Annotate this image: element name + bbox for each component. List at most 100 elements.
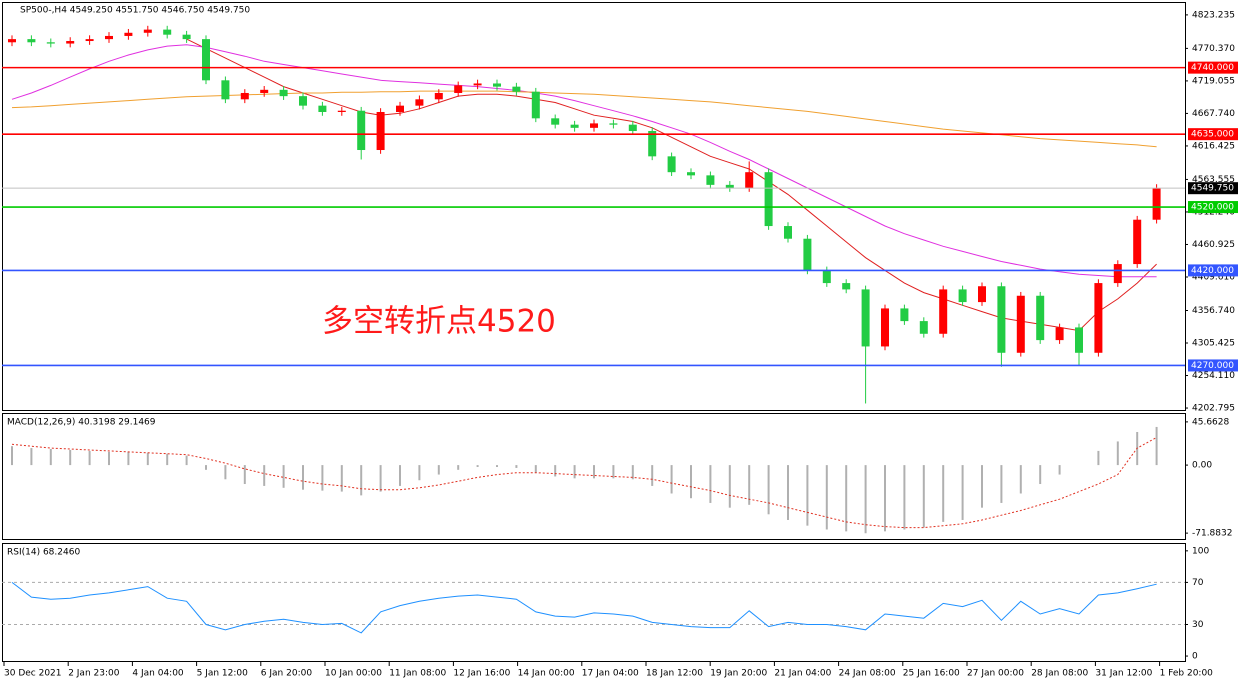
x-tick-label: 31 Jan 12:00 xyxy=(1095,669,1152,679)
candle-body xyxy=(1094,283,1103,353)
x-tick-label: 25 Jan 16:00 xyxy=(903,669,960,679)
candle-body xyxy=(900,308,909,322)
candle-body xyxy=(260,89,269,93)
candle-body xyxy=(1036,295,1045,341)
candle-body xyxy=(687,172,695,176)
x-tick-label: 18 Jan 12:00 xyxy=(646,669,703,679)
candle-body xyxy=(454,85,463,93)
y-tick-label: 4409.610 xyxy=(1192,272,1235,282)
y-tick-label: 0.00 xyxy=(1192,461,1212,471)
candle-body xyxy=(85,39,94,42)
candle-body xyxy=(376,111,385,151)
candle-body xyxy=(745,172,754,189)
level-label-box xyxy=(1188,61,1238,74)
level-label-box xyxy=(1188,359,1238,372)
x-tick-label: 27 Jan 00:00 xyxy=(967,669,1024,679)
candle-body xyxy=(279,89,288,97)
x-tick-label: 28 Jan 08:00 xyxy=(1031,669,1088,679)
level-label-box xyxy=(1188,128,1238,141)
candle-body xyxy=(27,39,36,43)
x-tick-label: 10 Jan 00:00 xyxy=(325,669,382,679)
candle-body xyxy=(143,29,152,33)
x-tick-label: 17 Jan 04:00 xyxy=(582,669,639,679)
level-label-box xyxy=(1188,201,1238,214)
x-tick-label: 19 Jan 20:00 xyxy=(710,669,767,679)
candle-body xyxy=(570,124,579,128)
candle-body xyxy=(105,35,113,40)
candle-body xyxy=(1075,327,1083,353)
candle-body xyxy=(764,172,773,227)
candle-body xyxy=(667,156,676,173)
candle-body xyxy=(299,96,307,106)
moving-average xyxy=(186,38,1157,332)
candle-body xyxy=(725,184,734,189)
level-label-box xyxy=(1188,182,1238,195)
level-label: 4420.000 xyxy=(1191,266,1234,276)
candle-body xyxy=(997,286,1006,353)
candle-body xyxy=(512,86,521,92)
candle-body xyxy=(861,289,870,347)
x-tick-label: 14 Jan 00:00 xyxy=(518,669,575,679)
candle-body xyxy=(803,238,812,271)
candle-body xyxy=(842,283,851,290)
candle-body xyxy=(1016,295,1025,353)
macd-signal xyxy=(11,437,1157,529)
candle-body xyxy=(182,34,191,40)
y-tick-label: 4254.110 xyxy=(1192,371,1235,381)
candle-body xyxy=(648,130,657,157)
x-tick-label: 21 Jan 04:00 xyxy=(774,669,831,679)
candle-body xyxy=(163,29,172,35)
candle-body xyxy=(978,286,986,303)
x-tick-label: 12 Jan 16:00 xyxy=(453,669,510,679)
candle-body xyxy=(337,110,346,112)
level-label-box xyxy=(1188,264,1238,277)
x-tick-label: 24 Jan 08:00 xyxy=(839,669,896,679)
level-label: 4549.750 xyxy=(1191,184,1234,194)
chart-title: SP500-,H4 4549.250 4551.750 4546.750 454… xyxy=(20,6,250,16)
candle-body xyxy=(221,80,230,100)
candle-body xyxy=(1133,219,1142,265)
candle-body xyxy=(493,83,501,87)
candle-body xyxy=(939,289,948,334)
candle-body xyxy=(202,39,210,81)
y-tick-label: 70 xyxy=(1192,578,1204,588)
y-tick-label: 4823.235 xyxy=(1192,10,1235,20)
candle-body xyxy=(919,321,928,334)
y-tick-label: 45.6628 xyxy=(1192,417,1229,427)
candle-body xyxy=(1152,188,1161,220)
candle-body xyxy=(958,289,967,303)
rsi-line xyxy=(11,582,1157,634)
candle-body xyxy=(8,39,16,43)
y-tick-label: 4616.425 xyxy=(1192,141,1235,151)
candle-body xyxy=(66,41,75,44)
level-label: 4740.000 xyxy=(1191,63,1234,73)
x-tick-label: 1 Feb 20:00 xyxy=(1160,669,1214,679)
y-tick-label: 4563.555 xyxy=(1192,175,1235,185)
candle-body xyxy=(609,123,618,125)
y-tick-label: -71.8832 xyxy=(1192,529,1232,539)
y-tick-label: 100 xyxy=(1192,546,1209,556)
y-tick-label: 4460.925 xyxy=(1192,240,1235,250)
rsi-title: RSI(14) 68.2460 xyxy=(7,548,80,558)
candle-body xyxy=(531,91,540,119)
y-tick-label: 4667.740 xyxy=(1192,109,1235,119)
candle-body xyxy=(551,118,560,125)
annotation: 多空转折点4520 xyxy=(322,304,556,340)
macd-title: MACD(12,26,9) 40.3198 29.1469 xyxy=(7,418,156,428)
candle-body xyxy=(1055,327,1064,341)
y-tick-label: 4356.740 xyxy=(1192,306,1235,316)
candle-body xyxy=(434,92,443,100)
candle-body xyxy=(881,308,889,347)
x-tick-label: 30 Dec 2021 xyxy=(4,669,62,679)
moving-average xyxy=(11,90,1157,148)
candle-body xyxy=(46,42,55,44)
y-tick-label: 4305.425 xyxy=(1192,339,1235,349)
candle-body xyxy=(1113,264,1122,284)
candle-body xyxy=(473,83,482,86)
x-tick-label: 2 Jan 23:00 xyxy=(68,669,120,679)
x-tick-label: 4 Jan 04:00 xyxy=(132,669,184,679)
level-label: 4270.000 xyxy=(1191,361,1234,371)
candle-body xyxy=(415,99,424,106)
